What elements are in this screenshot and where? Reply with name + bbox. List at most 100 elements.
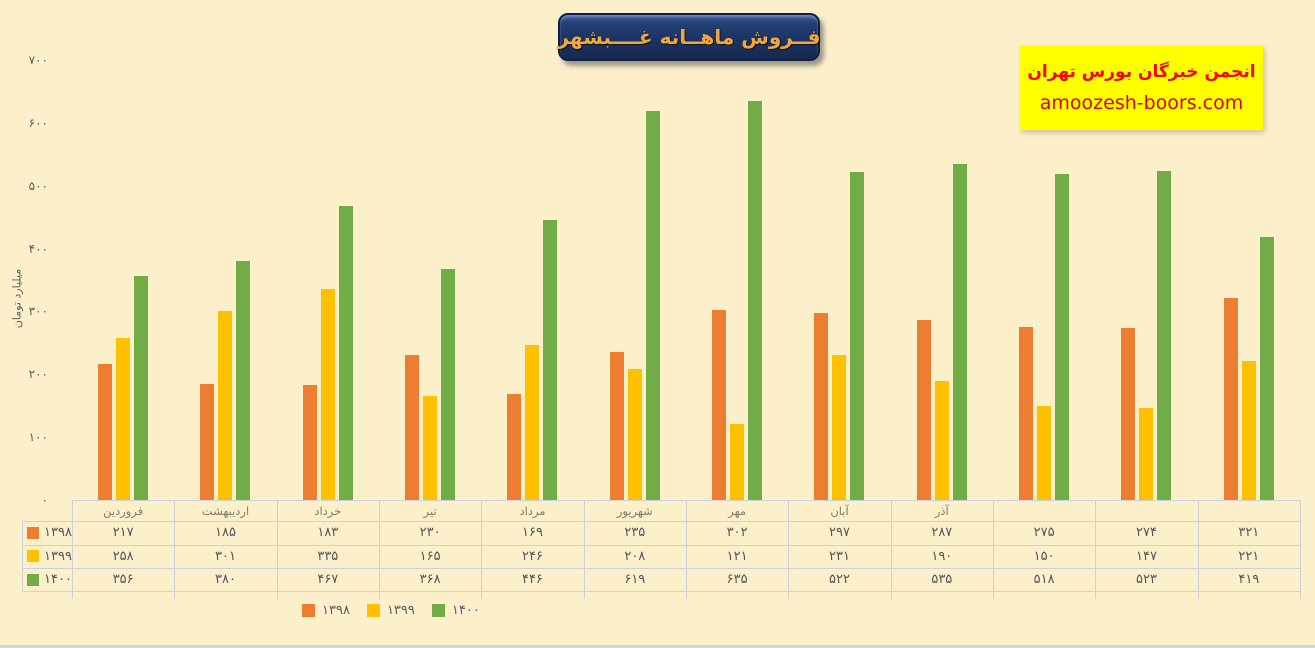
table-gridline: [583, 500, 585, 592]
table-cell: ۲۷۵: [1033, 525, 1055, 541]
bar-۱۳۹۹-m10: [1037, 405, 1052, 500]
bar-۱۴۰۰-m9: [952, 163, 967, 500]
bar-۱۳۹۸-m9: [916, 319, 931, 500]
y-tick-label: ۷۰۰: [28, 53, 48, 67]
table-gridline: [1095, 591, 1097, 600]
table-cell: ۴۱۹: [1238, 572, 1260, 588]
series-key-swatch: [27, 573, 39, 586]
table-month-header: [1095, 500, 1197, 521]
bar-۱۴۰۰-m10: [1055, 174, 1070, 500]
table-month-header: آبان: [830, 503, 849, 518]
bar-۱۴۰۰-m1: [134, 276, 149, 500]
table-cell: ۲۲۱: [1238, 548, 1260, 564]
promo-website-link[interactable]: amoozesh-boors.com: [1039, 91, 1244, 114]
table-gridline: [276, 591, 278, 600]
table-gridline: [481, 591, 483, 600]
chart-title-banner: فــروش ماهــانه غــــبشهر: [558, 13, 820, 61]
table-gridline: [890, 591, 892, 600]
legend-item: ۱۳۹۹: [366, 603, 415, 618]
y-tick-label: ۰: [41, 493, 48, 507]
legend: ۱۳۹۸ ۱۳۹۹ ۱۴۰۰: [302, 603, 480, 618]
table-gridline: [992, 591, 994, 600]
bar-۱۳۹۹-m4: [423, 396, 438, 500]
table-month-header: شهریور: [616, 503, 653, 518]
table-gridline: [22, 544, 1300, 546]
table-cell: ۱۶۹: [522, 525, 543, 541]
table-gridline: [1095, 500, 1097, 592]
table-month-header: فروردین: [103, 503, 144, 518]
table-gridline: [1299, 500, 1301, 592]
bar-۱۳۹۸-m5: [507, 393, 522, 500]
table-cell: ۱۹۰: [931, 548, 953, 564]
series-key-swatch: [27, 550, 39, 563]
table-cell: ۲۳۱: [829, 548, 850, 564]
table-cell: ۲۸۷: [931, 525, 953, 541]
table-gridline: [788, 591, 790, 600]
chart-title: فــروش ماهــانه غــــبشهر: [557, 25, 821, 49]
table-cell: ۲۵۸: [112, 548, 134, 564]
table-cell: ۲۳۵: [624, 525, 646, 541]
table-gridline: [22, 521, 1300, 523]
table-month-header: مرداد: [519, 503, 546, 518]
table-cell: ۵۱۸: [1033, 572, 1055, 588]
bar-۱۳۹۹-m12: [1241, 361, 1256, 500]
table-cell: ۵۲۳: [1136, 572, 1157, 588]
table-gridline: [685, 500, 687, 592]
series-year-label: ۱۳۹۸: [44, 525, 72, 541]
bar-۱۳۹۸-m4: [405, 355, 420, 500]
table-month-header: مهر: [728, 503, 747, 518]
y-tick-label: ۵۰۰: [28, 178, 48, 193]
table-gridline: [174, 500, 176, 592]
table-gridline: [378, 591, 380, 600]
bar-۱۳۹۸-m3: [302, 384, 317, 500]
table-gridline: [1197, 500, 1199, 592]
y-axis-title: میلیارد تومان: [10, 268, 24, 329]
table-month-header: تیر: [423, 503, 437, 518]
table-month-header: [993, 500, 1095, 521]
y-tick-label: ۴۰۰: [28, 241, 48, 256]
bar-۱۴۰۰-m7: [748, 100, 763, 500]
table-gridline: [72, 591, 73, 600]
table-cell: ۳۶۸: [419, 572, 441, 588]
table-month-header: [1198, 500, 1300, 521]
table-cell: ۱۲۱: [726, 548, 748, 564]
bar-۱۳۹۹-m5: [525, 345, 540, 500]
table-gridline: [481, 500, 483, 592]
bar-۱۳۹۸-m10: [1019, 327, 1034, 500]
legend-label: ۱۳۹۹: [386, 603, 415, 618]
table-cell: ۱۸۵: [215, 525, 236, 541]
table-gridline: [22, 567, 1300, 569]
table-gridline: [788, 500, 790, 592]
legend-label: ۱۴۰۰: [451, 603, 480, 618]
table-gridline: [992, 500, 994, 592]
bar-۱۳۹۹-m9: [934, 380, 949, 500]
bar-۱۴۰۰-m4: [441, 268, 456, 500]
legend-swatch: [431, 604, 445, 617]
window-bottom-edge: [0, 645, 1315, 648]
y-tick-label: ۳۰۰: [28, 304, 48, 319]
series-year-label: ۱۴۰۰: [44, 572, 72, 588]
bar-۱۳۹۸-m11: [1121, 327, 1136, 500]
table-gridline: [72, 500, 73, 592]
table-month-header: آذر: [934, 503, 949, 518]
y-tick-label: ۱۰۰: [28, 430, 48, 445]
table-cell: ۱۵۰: [1033, 548, 1055, 564]
bar-۱۳۹۸-m1: [98, 363, 113, 500]
bar-۱۳۹۹-m3: [320, 289, 335, 500]
table-cell: ۳۳۵: [317, 548, 339, 564]
bar-۱۳۹۹-m7: [730, 423, 745, 500]
table-cell: ۱۸۳: [317, 525, 339, 541]
legend-swatch: [366, 604, 380, 617]
series-year-label: ۱۳۹۹: [44, 548, 72, 564]
table-row-header: ۱۴۰۰: [22, 568, 72, 591]
bar-۱۴۰۰-m8: [850, 171, 865, 500]
table-gridline: [685, 591, 687, 600]
bar-۱۳۹۹-m1: [116, 337, 131, 500]
bar-۱۳۹۸-m2: [200, 383, 215, 500]
table-month-header: خرداد: [314, 503, 342, 518]
bar-۱۴۰۰-m2: [236, 261, 251, 500]
promo-box: انجمن خبرگان بورس تهران amoozesh-boors.c…: [1020, 45, 1263, 130]
bar-۱۳۹۹-m11: [1139, 407, 1154, 500]
bar-۱۳۹۹-m2: [218, 310, 233, 500]
table-month-header: اردیبهشت: [201, 503, 250, 518]
